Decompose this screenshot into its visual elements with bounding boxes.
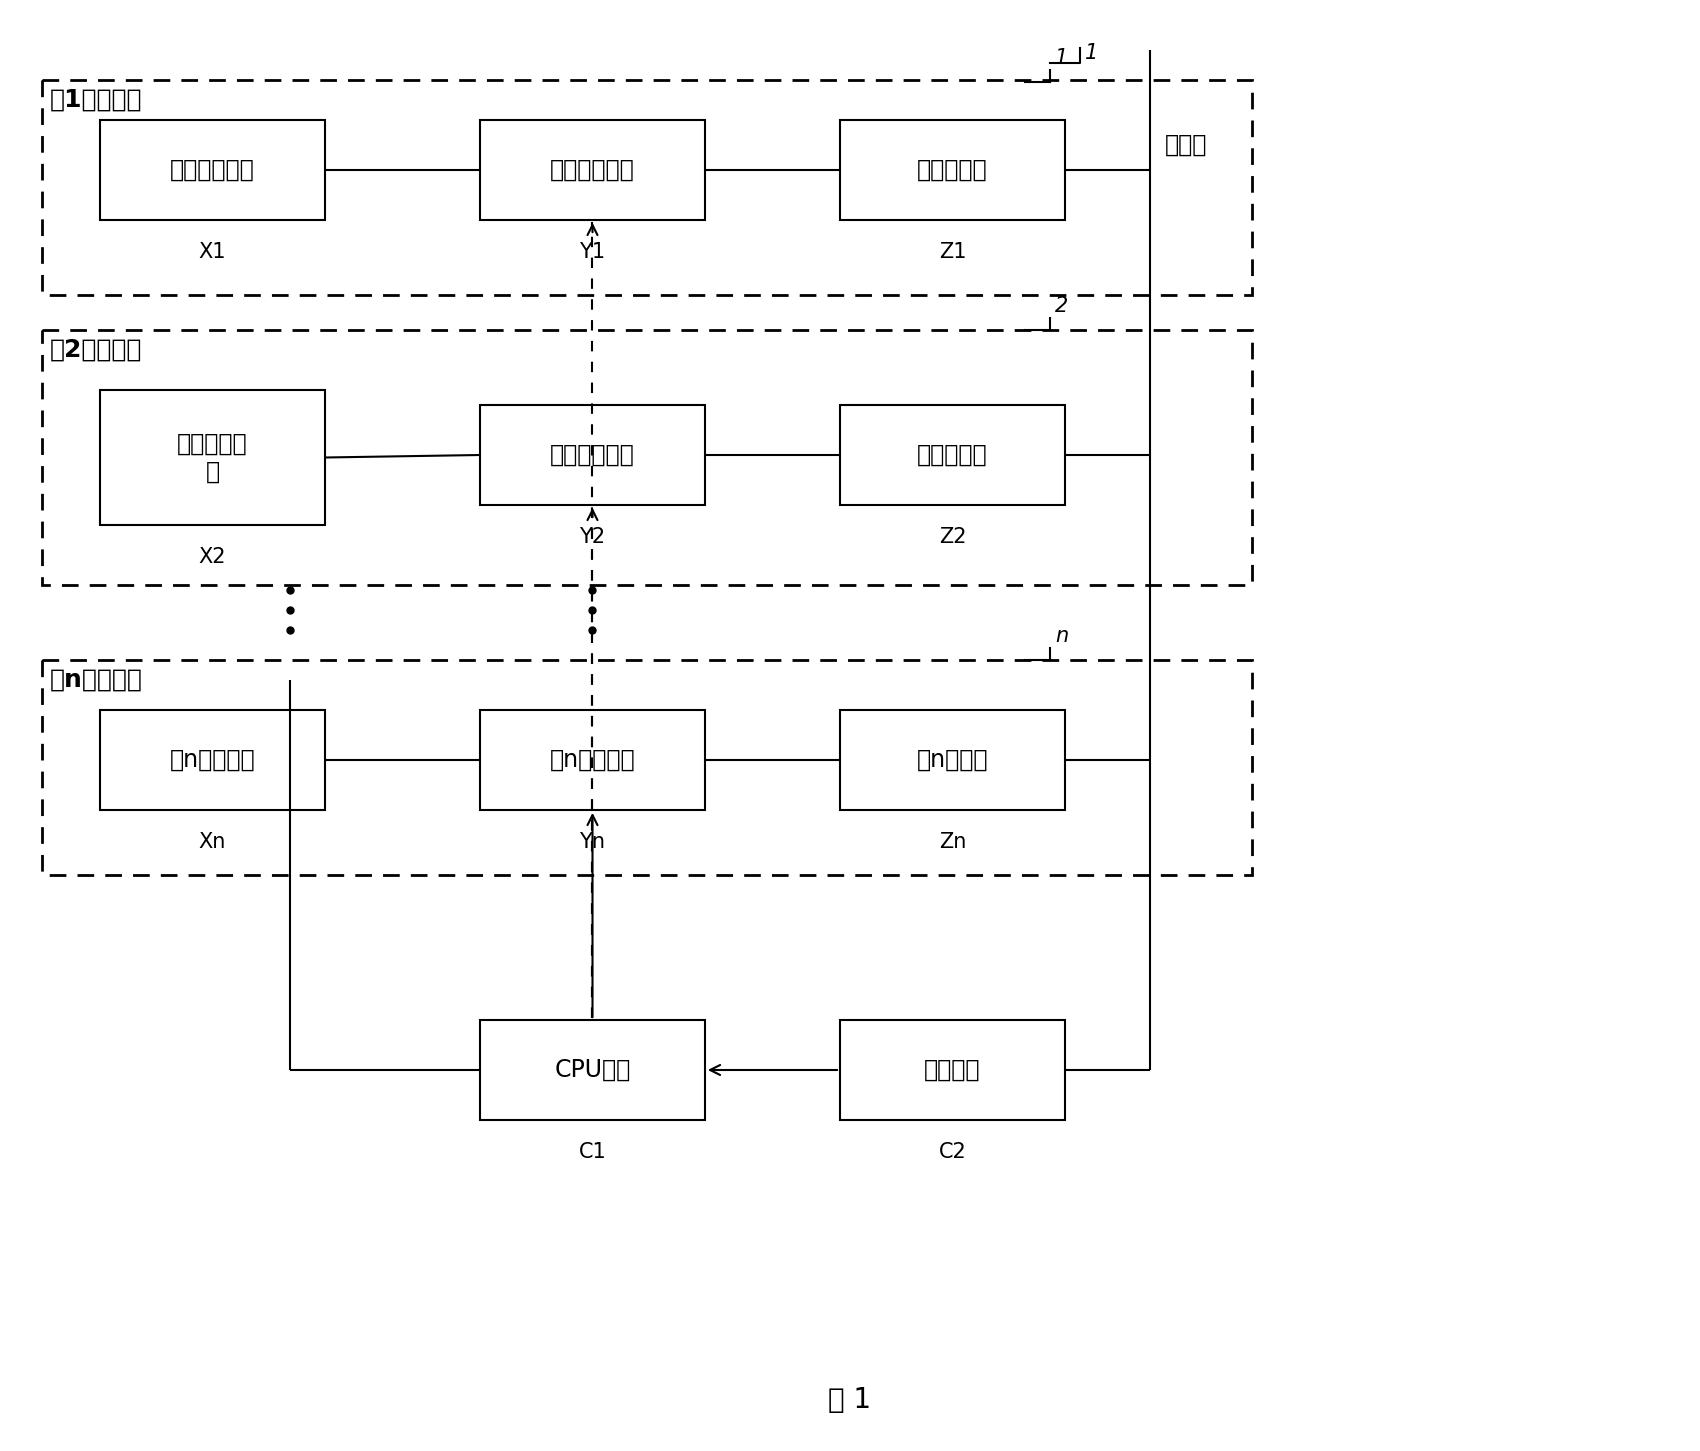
Text: 第二光伏阵
列: 第二光伏阵 列 [177,431,248,483]
Text: 第一蓄电池: 第一蓄电池 [918,158,988,181]
Text: 第2路太阳能: 第2路太阳能 [49,338,143,361]
Text: Zn: Zn [938,831,966,852]
Bar [42,80,1251,295]
Text: 1: 1 [1056,48,1068,68]
Text: X1: X1 [199,242,226,263]
Text: C1: C1 [578,1142,607,1162]
Bar [479,710,706,810]
Bar [42,329,1251,585]
Text: Xn: Xn [199,831,226,852]
Text: n: n [1056,625,1068,646]
Text: 1: 1 [1085,44,1098,62]
Text: 第n光伏阵列: 第n光伏阵列 [170,749,255,772]
Text: Yn: Yn [580,831,605,852]
Text: 第二充电电路: 第二充电电路 [551,443,634,467]
Bar [840,710,1064,810]
Text: X2: X2 [199,547,226,567]
Bar [840,1020,1064,1120]
Text: Y1: Y1 [580,242,605,263]
Bar [479,120,706,221]
Text: CPU控制: CPU控制 [554,1058,631,1082]
Text: 采样电路: 采样电路 [925,1058,981,1082]
Text: 第一充电电路: 第一充电电路 [551,158,634,181]
Text: 2: 2 [1056,296,1068,316]
Bar [100,120,325,221]
Bar [42,660,1251,875]
Bar [840,405,1064,505]
Text: 图 1: 图 1 [828,1386,872,1415]
Text: Z2: Z2 [938,527,966,547]
Text: 第n路太阳能: 第n路太阳能 [49,667,143,692]
Text: Y2: Y2 [580,527,605,547]
Bar [479,1020,706,1120]
Text: 第一光伏阵列: 第一光伏阵列 [170,158,255,181]
Bar [100,390,325,525]
Bar [840,120,1064,221]
Bar [100,710,325,810]
Text: 第n蓄电池: 第n蓄电池 [916,749,988,772]
Text: 第二蓄电池: 第二蓄电池 [918,443,988,467]
Text: 第n充电电路: 第n充电电路 [549,749,636,772]
Text: 第1路太阳能: 第1路太阳能 [49,89,143,112]
Text: Z1: Z1 [938,242,966,263]
Text: 接负载: 接负载 [1164,133,1207,157]
Bar [479,405,706,505]
Text: C2: C2 [938,1142,966,1162]
